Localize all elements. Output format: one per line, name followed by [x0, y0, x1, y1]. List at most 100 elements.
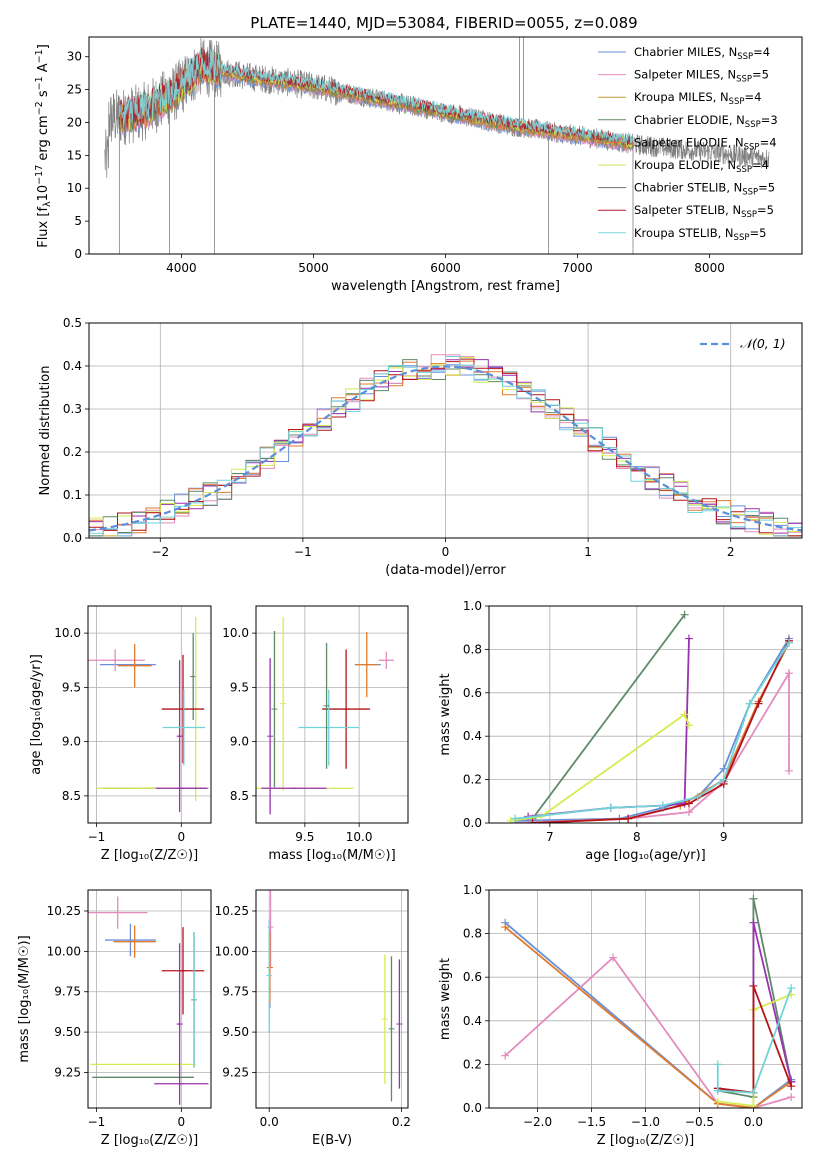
y-tick-label: 10.00 [47, 944, 81, 958]
legend-entry: Kroupa STELIB, NSSP=5 [634, 226, 766, 243]
weight-series-6 [532, 640, 790, 823]
y-tick-label: 20 [67, 115, 82, 129]
y-tick-label: 9.0 [62, 735, 81, 749]
weight-series-6 [717, 985, 793, 1094]
y-tick-label: 15 [67, 148, 82, 162]
y-tick-label: 0.6 [463, 686, 482, 700]
plot-area [89, 354, 802, 537]
weight-marker [784, 638, 793, 647]
x-axis-label: Z [log₁₀(Z/Z☉)] [101, 848, 198, 863]
x-axis-label: Z [log₁₀(Z/Z☉)] [597, 1133, 694, 1148]
x-tick-label: −2 [151, 545, 169, 559]
weight-marker [784, 766, 793, 775]
weight-marker [749, 1101, 758, 1108]
weight-marker [680, 610, 689, 619]
y-tick-label: 0.6 [463, 970, 482, 984]
x-tick-label: 0.0 [744, 1115, 763, 1129]
x-tick-label: 8 [633, 830, 641, 844]
y-tick-label: 0 [74, 247, 82, 261]
weight-marker [749, 894, 758, 903]
weight-marker [528, 819, 537, 823]
x-axis-label: Z [log₁₀(Z/Z☉)] [101, 1133, 198, 1148]
legend-entry: Chabrier STELIB, NSSP=5 [634, 181, 775, 198]
residuals-panel: −2 −1 0 1 2 0.0 0.1 0.2 0.3 0.4 0.5 (data-model)/er… [38, 316, 803, 578]
weight-marker [787, 1093, 796, 1102]
y-tick-label: 9.50 [54, 1025, 81, 1039]
weight-marker [511, 814, 520, 823]
axes-frame [255, 889, 409, 1109]
x-tick-label: 10.0 [346, 830, 373, 844]
weight-vs-metallicity-panel: −2.0 −1.5 −1.0 −0.5 0.0 0.0 0.2 0.4 0.6 0.8 1.0 Z [… [438, 883, 803, 1148]
x-axis-label: E(B-V) [312, 1133, 352, 1148]
histogram-1 [89, 354, 802, 537]
x-tick-label: −1.0 [631, 1115, 660, 1129]
x-tick-label: −1 [294, 545, 312, 559]
x-tick-label: 2 [727, 545, 735, 559]
x-tick-label: −2.0 [523, 1115, 552, 1129]
axes-frame [88, 322, 803, 539]
x-tick-label: 0.2 [392, 1115, 411, 1129]
y-tick-label: 9.0 [230, 735, 249, 749]
axes-frame [488, 605, 803, 824]
x-tick-label: 9 [720, 830, 728, 844]
weight-marker [684, 634, 693, 643]
plot-area [88, 896, 209, 1105]
y-axis-label: mass [log₁₀(M/M☉)] [17, 935, 32, 1062]
weight-series-5 [510, 713, 690, 822]
x-tick-label: 1 [584, 545, 592, 559]
weight-marker [784, 669, 793, 678]
weight-marker [684, 808, 693, 817]
x-tick-label: 0 [442, 545, 450, 559]
y-tick-label: 0.8 [463, 642, 482, 656]
y-tick-label: 0.2 [463, 773, 482, 787]
weight-marker [713, 1097, 722, 1106]
weight-marker [684, 721, 693, 730]
histogram-7 [89, 356, 802, 537]
axes-frame [88, 36, 803, 255]
plot-area [501, 894, 796, 1108]
weight-marker [693, 792, 702, 801]
mass-vs-metallicity-panel: −1 0 9.25 9.50 9.75 10.00 10.25 Z [log₁₀(Z/Z☉)]… [17, 889, 212, 1148]
y-axis-label: age [log₁₀(age/yr)] [29, 654, 44, 775]
x-tick-label: −1 [88, 1115, 106, 1129]
y-axis-label: mass weight [438, 958, 453, 1040]
y-tick-label: 0.4 [463, 729, 482, 743]
legend-entry: Salpeter ELODIE, NSSP=4 [634, 135, 777, 152]
plot-area [256, 616, 394, 815]
x-axis-label: mass [log₁₀(M/M☉)] [268, 848, 395, 863]
weight-marker [787, 984, 796, 993]
x-tick-label: 7000 [562, 261, 593, 275]
gaussian-curve [89, 365, 802, 532]
x-axis-label: wavelength [Angstrom, rest frame] [331, 279, 560, 294]
x-tick-label: 5000 [298, 261, 329, 275]
weight-series-1 [515, 670, 790, 823]
weight-marker [719, 764, 728, 773]
y-tick-label: 0.0 [463, 1101, 482, 1115]
weight-marker [749, 1088, 758, 1097]
x-tick-label: 8000 [694, 261, 725, 275]
y-tick-label: 8.5 [62, 789, 81, 803]
y-tick-label: 0.4 [463, 1014, 482, 1028]
legend-entry: Salpeter STELIB, NSSP=5 [634, 203, 774, 220]
model-spectrum-8 [119, 48, 634, 144]
weight-series-7 [514, 642, 790, 820]
weight-marker [680, 710, 689, 719]
x-tick-label: 4000 [166, 261, 197, 275]
y-axis-label: mass weight [438, 673, 453, 755]
weight-marker [658, 801, 667, 810]
plot-area [506, 610, 793, 823]
plot-area [88, 616, 209, 813]
y-tick-label: 0.1 [63, 488, 82, 502]
x-tick-label: −1 [88, 830, 106, 844]
axes-frame [488, 889, 803, 1109]
weight-series-3 [531, 614, 686, 820]
weight-marker [745, 699, 754, 708]
x-tick-label: 7 [546, 830, 554, 844]
axes-frame [255, 605, 409, 824]
age-vs-metallicity-panel: −1 0 8.5 9.0 9.5 10.0 Z [log₁₀(Z/Z☉)] age [log₁… [29, 605, 212, 863]
weight-series-7 [716, 987, 793, 1094]
x-axis-label: age [log₁₀(age/yr)] [585, 848, 706, 863]
y-tick-label: 9.5 [230, 680, 249, 694]
x-tick-label: 0 [177, 1115, 185, 1129]
